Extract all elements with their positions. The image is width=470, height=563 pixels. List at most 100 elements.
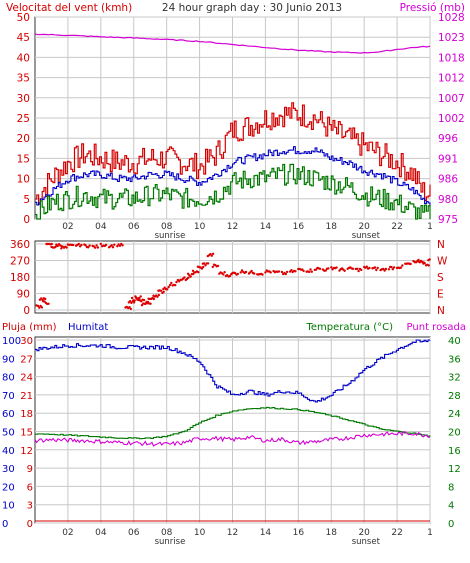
direction-point [236, 272, 239, 276]
direction-point [351, 267, 355, 270]
pressure-axis-label: Pressió (mb) [400, 2, 465, 14]
chart-title: 24 hour graph day : 30 Junio 2013 [162, 2, 342, 14]
rain-tick-label: 9 [27, 464, 33, 475]
direction-compass-label: S [437, 272, 444, 284]
series-min [35, 163, 431, 220]
humidity-tick-label: 20 [2, 482, 15, 493]
humidity-tick-label: 80 [2, 373, 15, 384]
direction-point [391, 268, 394, 271]
time-tick-label: 18 [326, 528, 338, 538]
direction-point [382, 267, 385, 271]
wind-speed-tick-label: 35 [17, 73, 30, 85]
time-tick-label: 06 [128, 222, 140, 232]
direction-point [399, 266, 403, 269]
direction-point [77, 242, 81, 246]
direction-point [390, 265, 393, 269]
direction-point [129, 307, 132, 311]
temperature-tick-label: 20 [448, 428, 461, 439]
direction-point [140, 300, 143, 303]
pressure-tick-label: 986 [438, 174, 458, 186]
temperature-tick-label: 0 [448, 519, 454, 530]
direction-point [250, 269, 253, 273]
temperature-axis-label: Temperatura (°C) [305, 322, 393, 333]
pressure-tick-label: 975 [438, 214, 458, 226]
direction-point [116, 245, 119, 248]
direction-point [285, 270, 289, 274]
direction-point [335, 266, 338, 269]
time-tick-label: 02 [62, 222, 73, 232]
temperature-tick-label: 32 [448, 373, 461, 384]
time-tick-label: 1 [427, 222, 433, 232]
direction-point [203, 262, 206, 265]
direction-point [223, 271, 226, 274]
temperature-tick-label: 40 [448, 336, 461, 347]
series-humidity [35, 339, 431, 403]
direction-point [383, 269, 386, 272]
time-tick-label: 16 [293, 528, 305, 538]
direction-point [427, 264, 430, 267]
direction-point [222, 273, 225, 276]
direction-point [47, 302, 50, 305]
direction-point [40, 306, 44, 309]
humidity-tick-label: 40 [2, 446, 15, 457]
rain-axis-label: Pluja (mm) [2, 322, 57, 333]
direction-point [327, 267, 330, 270]
time-tick-label: 12 [227, 528, 238, 538]
direction-point [387, 268, 391, 271]
direction-point [197, 271, 200, 274]
temperature-tick-label: 24 [448, 409, 461, 420]
wind-speed-tick-label: 45 [17, 32, 30, 44]
sunrise-label: sunrise [155, 231, 186, 241]
direction-point [60, 247, 63, 250]
temperature-tick-label: 36 [448, 354, 461, 365]
wind-speed-tick-label: 0 [23, 214, 30, 226]
direction-point [111, 246, 115, 249]
direction-point [360, 268, 363, 272]
humidity-tick-label: 10 [2, 501, 15, 512]
direction-point [134, 295, 137, 298]
direction-point [318, 267, 322, 270]
wind-speed-tick-label: 25 [17, 113, 30, 125]
direction-degree-label: 90 [17, 289, 30, 301]
direction-point [284, 272, 287, 276]
pressure-tick-label: 996 [438, 133, 458, 145]
direction-point [365, 265, 368, 268]
rain-tick-label: 21 [20, 391, 33, 402]
direction-point [128, 300, 132, 303]
pressure-tick-label: 1007 [438, 93, 465, 105]
direction-point [417, 258, 420, 262]
temperature-tick-label: 16 [448, 446, 461, 457]
rain-tick-label: 3 [27, 501, 33, 512]
time-tick-label: 22 [391, 528, 402, 538]
series-gust [35, 102, 431, 205]
wind-speed-tick-label: 50 [17, 12, 30, 24]
humidity-tick-label: 30 [2, 464, 15, 475]
humidity-time-axis: 02 04 06 08 10 12 14 16 18 20 22 1 sunrise sunset [62, 528, 433, 547]
direction-point [133, 299, 136, 302]
pressure-tick-label: 1018 [438, 52, 465, 64]
dewpoint-axis-label: Punt rosada [407, 322, 466, 333]
rain-tick-label: 6 [27, 482, 33, 493]
sunrise-label: sunrise [155, 537, 186, 547]
wind-speed-tick-label: 20 [17, 133, 30, 145]
pressure-tick-label: 1023 [438, 32, 465, 44]
direction-point [174, 284, 177, 287]
direction-point [211, 252, 215, 255]
direction-compass-label: N [437, 239, 445, 251]
direction-point [244, 270, 248, 274]
time-tick-label: 02 [62, 528, 73, 538]
direction-point [187, 276, 190, 279]
direction-point [204, 264, 207, 267]
direction-point [104, 243, 108, 247]
humidity-tick-label: 100 [2, 336, 21, 347]
wind-time-axis: 02 04 06 08 10 12 14 16 18 20 22 1 sunrise sunset [62, 222, 433, 241]
direction-point [156, 295, 159, 298]
direction-point [343, 269, 346, 272]
direction-point [392, 266, 396, 269]
direction-point [38, 306, 41, 309]
rain-tick-label: 24 [20, 373, 33, 384]
temperature-tick-label: 8 [448, 482, 454, 493]
direction-point [130, 296, 134, 300]
direction-point [401, 264, 404, 267]
